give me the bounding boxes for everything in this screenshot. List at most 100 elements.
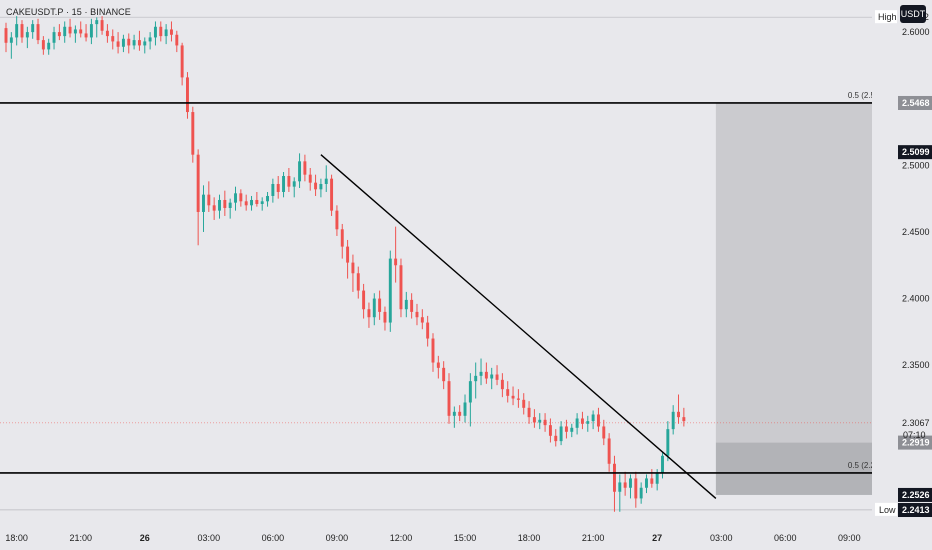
candle xyxy=(73,25,77,43)
candle xyxy=(169,21,173,42)
candle xyxy=(223,190,227,216)
candle-body xyxy=(404,299,408,310)
candle-body xyxy=(677,411,680,418)
candle xyxy=(324,165,328,192)
candle xyxy=(666,421,670,462)
candle-body xyxy=(31,24,35,33)
candle-body xyxy=(25,32,29,38)
price-label: 2.3067 xyxy=(902,418,930,428)
candle-body xyxy=(356,273,360,291)
candle xyxy=(356,266,360,299)
candle-body xyxy=(522,399,526,408)
candle-body xyxy=(367,309,371,318)
candle xyxy=(527,401,531,424)
candle xyxy=(570,423,574,438)
candle xyxy=(36,18,40,45)
target-zone xyxy=(715,102,872,443)
trendline xyxy=(320,154,717,499)
candle xyxy=(95,17,99,38)
candle-body xyxy=(618,482,622,492)
price-label-bg xyxy=(898,503,932,518)
candle xyxy=(458,405,462,422)
candle-body xyxy=(132,40,136,46)
x-tick-label: 15:00 xyxy=(454,533,477,543)
high-tag-bg xyxy=(875,10,897,24)
candle-body xyxy=(650,478,654,484)
candle-body xyxy=(9,37,13,43)
candle-body xyxy=(490,374,494,379)
candle xyxy=(410,293,414,319)
candle-body xyxy=(116,41,120,47)
candle-body xyxy=(447,381,451,416)
candle xyxy=(543,413,547,432)
y-tick-label: 2.4000 xyxy=(902,294,930,304)
candle xyxy=(394,226,398,283)
candle-body xyxy=(431,338,435,363)
candle xyxy=(52,26,56,50)
candle-body xyxy=(436,362,440,368)
candle xyxy=(580,411,584,430)
candle xyxy=(479,358,483,386)
price-label-bg xyxy=(898,487,932,502)
candle-body xyxy=(596,414,600,427)
currency-button[interactable]: USDT xyxy=(900,5,926,23)
price-label-bg xyxy=(898,95,932,110)
candle-body xyxy=(442,367,446,382)
candle xyxy=(276,175,280,199)
low-label: Low xyxy=(879,505,896,515)
candle-body xyxy=(623,482,627,488)
candle xyxy=(596,407,600,432)
candle-body xyxy=(234,193,237,203)
price-label: 2.5099 xyxy=(902,147,930,157)
y-tick-label: 2.4500 xyxy=(902,227,930,237)
candle-body xyxy=(180,45,184,78)
candle-body xyxy=(95,20,99,25)
level-annotation: 0.5 (2.5457) xyxy=(848,91,891,100)
candle xyxy=(298,153,302,188)
x-tick-label: 26 xyxy=(140,533,150,543)
candle xyxy=(623,471,627,496)
candle-body xyxy=(228,202,232,208)
candle xyxy=(452,406,456,428)
candle-body xyxy=(468,381,472,403)
candle xyxy=(575,413,579,435)
candle-body xyxy=(645,478,648,488)
candle-body xyxy=(282,175,286,192)
candle xyxy=(554,429,558,447)
candle-body xyxy=(346,246,350,263)
candle xyxy=(47,38,51,55)
candle-body xyxy=(153,26,157,38)
candle-body xyxy=(420,317,424,323)
candle xyxy=(388,250,392,332)
candle xyxy=(20,20,24,43)
candle-body xyxy=(121,38,125,47)
candle-body xyxy=(47,42,51,50)
candle-body xyxy=(655,473,659,484)
candle-body xyxy=(169,29,173,35)
candle xyxy=(15,16,19,46)
candle-body xyxy=(426,322,430,339)
price-label: 2.5468 xyxy=(902,98,930,108)
candle xyxy=(548,418,552,443)
candle xyxy=(228,198,232,219)
candle-body xyxy=(164,29,168,37)
candle xyxy=(484,362,488,384)
candle-body xyxy=(36,24,40,41)
candle-body xyxy=(223,199,227,208)
candle-body xyxy=(159,26,163,37)
candle xyxy=(447,373,451,424)
candle xyxy=(629,474,632,499)
candle xyxy=(346,239,350,279)
candle xyxy=(250,195,253,211)
x-tick-label: 09:00 xyxy=(326,533,349,543)
candle xyxy=(148,32,152,50)
candle-body xyxy=(335,210,339,230)
x-tick-label: 03:00 xyxy=(198,533,221,543)
candle-body xyxy=(378,298,382,312)
candle-body xyxy=(506,389,510,396)
candle xyxy=(100,16,104,35)
candle xyxy=(116,32,120,54)
candle xyxy=(68,18,72,38)
candle-body xyxy=(340,229,344,247)
